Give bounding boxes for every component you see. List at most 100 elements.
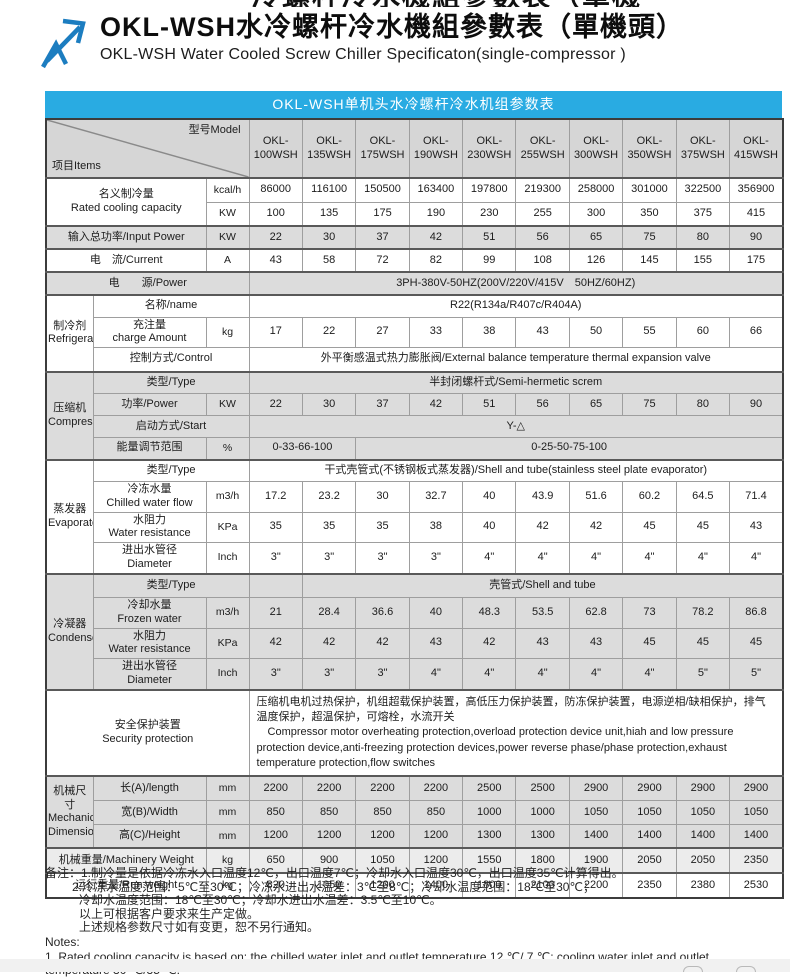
value-cell: 2050 — [675, 847, 731, 874]
page-header: OKL-WSH水冷螺杆冷水機組參數表（單機頭） OKL-WSH Water Co… — [38, 10, 752, 70]
value-cell: 197800 — [462, 177, 517, 203]
unit-cell: kg — [205, 316, 250, 348]
value-cell: 230 — [462, 201, 517, 227]
value-cell: 163400 — [408, 177, 464, 203]
value-cell: 78.2 — [675, 597, 731, 629]
note-line: 2.冷冻水温度范围：5℃至30℃；冷冻水进出水温差：3℃至8℃；冷却水温度范围：… — [72, 879, 595, 894]
value-cell: 2200 — [301, 775, 357, 801]
model-header-cell: OKL- 190WSH — [408, 118, 464, 179]
value-cell: 190 — [408, 201, 464, 227]
value-cell: 42 — [462, 627, 517, 659]
value-cell: 40 — [408, 597, 464, 629]
value-cell: 2900 — [675, 775, 731, 801]
value-cell: 45 — [675, 511, 731, 543]
value-cell: 2100 — [515, 872, 570, 899]
value-cell: 2350 — [729, 847, 784, 874]
value-cell: 23.2 — [301, 481, 357, 513]
value-cell: 2500 — [462, 775, 517, 801]
value-cell: 45 — [729, 627, 784, 659]
merged-value-cell: 壳管式/Shell and tube — [301, 572, 784, 598]
value-cell: 1200 — [355, 872, 410, 899]
row-label: 安全保护装置 Security protection — [45, 688, 250, 777]
value-cell: 43 — [408, 627, 464, 659]
value-cell: 1800 — [515, 847, 570, 874]
unit-cell: kcal/h — [205, 177, 250, 203]
value-cell: 255 — [515, 201, 570, 227]
table-row-evap-water-resistance: 水阻力 Water resistance KPa 35 35 35 38 40 42 42 4… — [46, 511, 784, 543]
value-cell: 80 — [675, 225, 731, 250]
value-cell: 3" — [301, 542, 357, 574]
value-cell: 4" — [515, 542, 570, 574]
unit-cell: kg — [205, 872, 250, 899]
table-row-length: 机械尺寸 Mechanical Dimensions 长(A)/length m… — [45, 775, 784, 849]
value-cell: 99 — [462, 248, 517, 273]
row-label: 高(C)/Height — [92, 823, 207, 849]
value-cell: 3" — [248, 542, 303, 574]
value-cell: 82 — [408, 248, 464, 273]
value-cell: 0-33-66-100 — [248, 437, 357, 460]
value-cell: 75 — [622, 393, 677, 416]
unit-cell: m3/h — [205, 597, 250, 629]
value-cell: 4" — [675, 542, 731, 574]
group-label-refrigerant: 制冷剂 Refrigerant — [45, 294, 94, 372]
value-cell: 2900 — [622, 775, 677, 801]
value-cell: 2200 — [408, 775, 464, 801]
value-cell: 56 — [515, 393, 570, 416]
row-label: 类型/Type — [92, 572, 250, 598]
unit-cell: Inch — [205, 542, 250, 574]
value-cell: 2900 — [729, 775, 784, 801]
merged-value-cell: 外平衡感温式热力膨胀阀/External balance temperature… — [248, 347, 784, 372]
value-cell: 55 — [622, 316, 677, 348]
value-cell: 56 — [515, 225, 570, 250]
value-cell: 2050 — [622, 847, 677, 874]
value-cell: 415 — [729, 201, 784, 227]
value-cell: 58 — [301, 248, 357, 273]
value-cell: 43 — [248, 248, 303, 273]
page-subtitle: OKL-WSH Water Cooled Screw Chiller Speci… — [100, 46, 626, 63]
value-cell: 175 — [355, 201, 410, 227]
value-cell: 1000 — [515, 799, 570, 825]
notes: 备注：1.制冷量是依据冷冻水入口温度12℃，出口温度7℃；冷却水入口温度30℃，… — [45, 866, 765, 978]
value-cell: 1050 — [568, 799, 624, 825]
corner-cell: 项目Items 型号Model — [45, 118, 250, 179]
value-cell: 1900 — [568, 847, 624, 874]
unit-cell: KPa — [205, 511, 250, 543]
row-label: 电 源/Power — [45, 271, 250, 296]
footer-band — [0, 959, 790, 972]
value-cell: 35 — [248, 511, 303, 543]
value-cell: 42 — [408, 393, 464, 416]
value-cell: 53.5 — [515, 597, 570, 629]
table-row-compressor-type: 压缩机 Compressor 类型/Type 半封闭螺杆式/Semi-herme… — [45, 370, 784, 460]
value-cell: 322500 — [675, 177, 731, 203]
value-cell: 27 — [355, 316, 410, 348]
group-label-compressor: 压缩机 Compressor — [45, 370, 94, 460]
value-cell: 90 — [729, 393, 784, 416]
corner-items-label: 项目Items — [52, 160, 101, 173]
value-cell: 36.6 — [355, 597, 410, 629]
table-row-chilled-water-flow: 冷冻水量 Chilled water flow m3/h 17.2 23.2 30 3… — [46, 481, 784, 513]
value-cell: 1050 — [622, 799, 677, 825]
row-label: 类型/Type — [92, 370, 250, 394]
footer-clipped-mark — [683, 966, 703, 972]
value-cell: 51.6 — [568, 481, 624, 513]
value-cell: 4" — [568, 542, 624, 574]
value-cell: 4" — [622, 658, 677, 690]
value-cell: 116100 — [301, 177, 357, 203]
value-cell: 135 — [301, 201, 357, 227]
table-row-condenser-type: 冷凝器 Condenser 类型/Type 壳管式/Shell and tube — [45, 572, 784, 690]
value-cell: 2900 — [568, 775, 624, 801]
unit-cell: KW — [205, 393, 250, 416]
merged-value-cell: 半封闭螺杆式/Semi-hermetic screm — [248, 370, 784, 394]
merged-value-cell: 3PH-380V-50HZ(200V/220V/415V 50HZ/60HZ) — [248, 271, 784, 296]
value-cell: 45 — [675, 627, 731, 659]
row-label: 名义制冷量 Rated cooling capacity — [45, 177, 207, 227]
value-cell: 1400 — [675, 823, 731, 849]
unit-cell: A — [205, 248, 250, 273]
value-cell: 21 — [248, 597, 303, 629]
value-cell: 820 — [248, 872, 303, 899]
table-row-charge-amount: 充注量 charge Amount kg 17 22 27 33 38 43 50 55 60 6… — [46, 316, 784, 348]
value-cell: 90 — [729, 225, 784, 250]
value-cell: 42 — [301, 627, 357, 659]
row-label: 充注量 charge Amount — [92, 316, 207, 348]
value-cell: 1200 — [355, 823, 410, 849]
